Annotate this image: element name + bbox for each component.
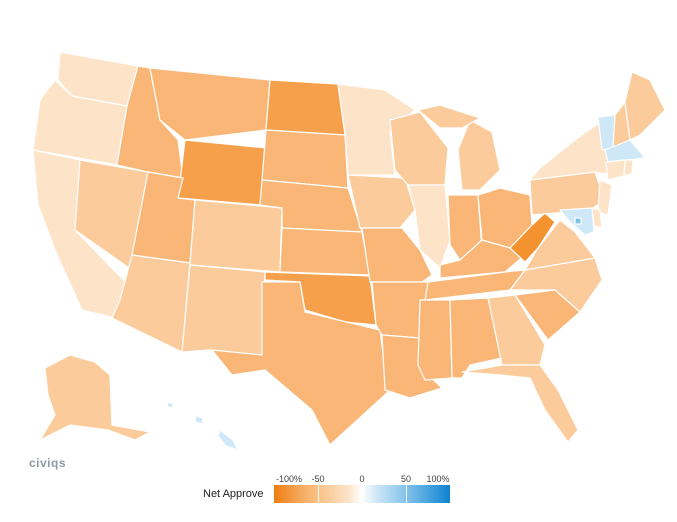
legend-tick-label: 50 bbox=[400, 474, 412, 484]
state-WV[interactable] bbox=[509, 212, 556, 263]
state-ND[interactable] bbox=[265, 79, 346, 136]
legend-tick-label: 100% bbox=[426, 474, 450, 484]
state-MT[interactable] bbox=[149, 67, 271, 141]
state-CO[interactable] bbox=[189, 199, 283, 273]
state-MI[interactable] bbox=[457, 119, 501, 191]
state-GA[interactable] bbox=[487, 294, 546, 366]
state-CT[interactable] bbox=[605, 159, 626, 181]
state-KS[interactable] bbox=[279, 227, 371, 276]
state-IA[interactable] bbox=[347, 174, 416, 229]
state-OK[interactable] bbox=[264, 271, 377, 326]
state-HI[interactable] bbox=[217, 429, 239, 451]
state-TX[interactable] bbox=[211, 281, 389, 446]
state-DC[interactable] bbox=[574, 217, 582, 225]
legend-tick-mark bbox=[406, 485, 407, 503]
state-NM[interactable] bbox=[181, 264, 266, 356]
civiqs-logo: civiqs bbox=[29, 456, 67, 470]
legend-tick-mark bbox=[362, 485, 363, 503]
state-WY[interactable] bbox=[177, 139, 267, 206]
state-HI-2[interactable] bbox=[194, 415, 204, 425]
state-MS[interactable] bbox=[417, 299, 453, 381]
state-AK[interactable] bbox=[39, 354, 151, 441]
legend-tick-label: -100% bbox=[275, 474, 303, 484]
state-VA[interactable] bbox=[524, 219, 596, 271]
state-FL[interactable] bbox=[461, 364, 579, 443]
state-SD[interactable] bbox=[261, 129, 349, 189]
state-MI-UP[interactable] bbox=[417, 104, 481, 129]
state-HI-3[interactable] bbox=[166, 401, 175, 409]
state-MO[interactable] bbox=[361, 227, 433, 283]
state-ME[interactable] bbox=[624, 71, 666, 141]
state-MA[interactable] bbox=[604, 139, 646, 163]
legend-tick-label: -50 bbox=[311, 474, 325, 484]
state-AZ[interactable] bbox=[111, 254, 191, 353]
state-NJ[interactable] bbox=[597, 179, 613, 216]
legend-tick-label: 0 bbox=[359, 474, 365, 484]
legend-title: Net Approve bbox=[203, 488, 264, 500]
legend-tick-mark bbox=[318, 485, 319, 503]
state-MN[interactable] bbox=[337, 83, 416, 176]
state-RI[interactable] bbox=[623, 159, 634, 177]
